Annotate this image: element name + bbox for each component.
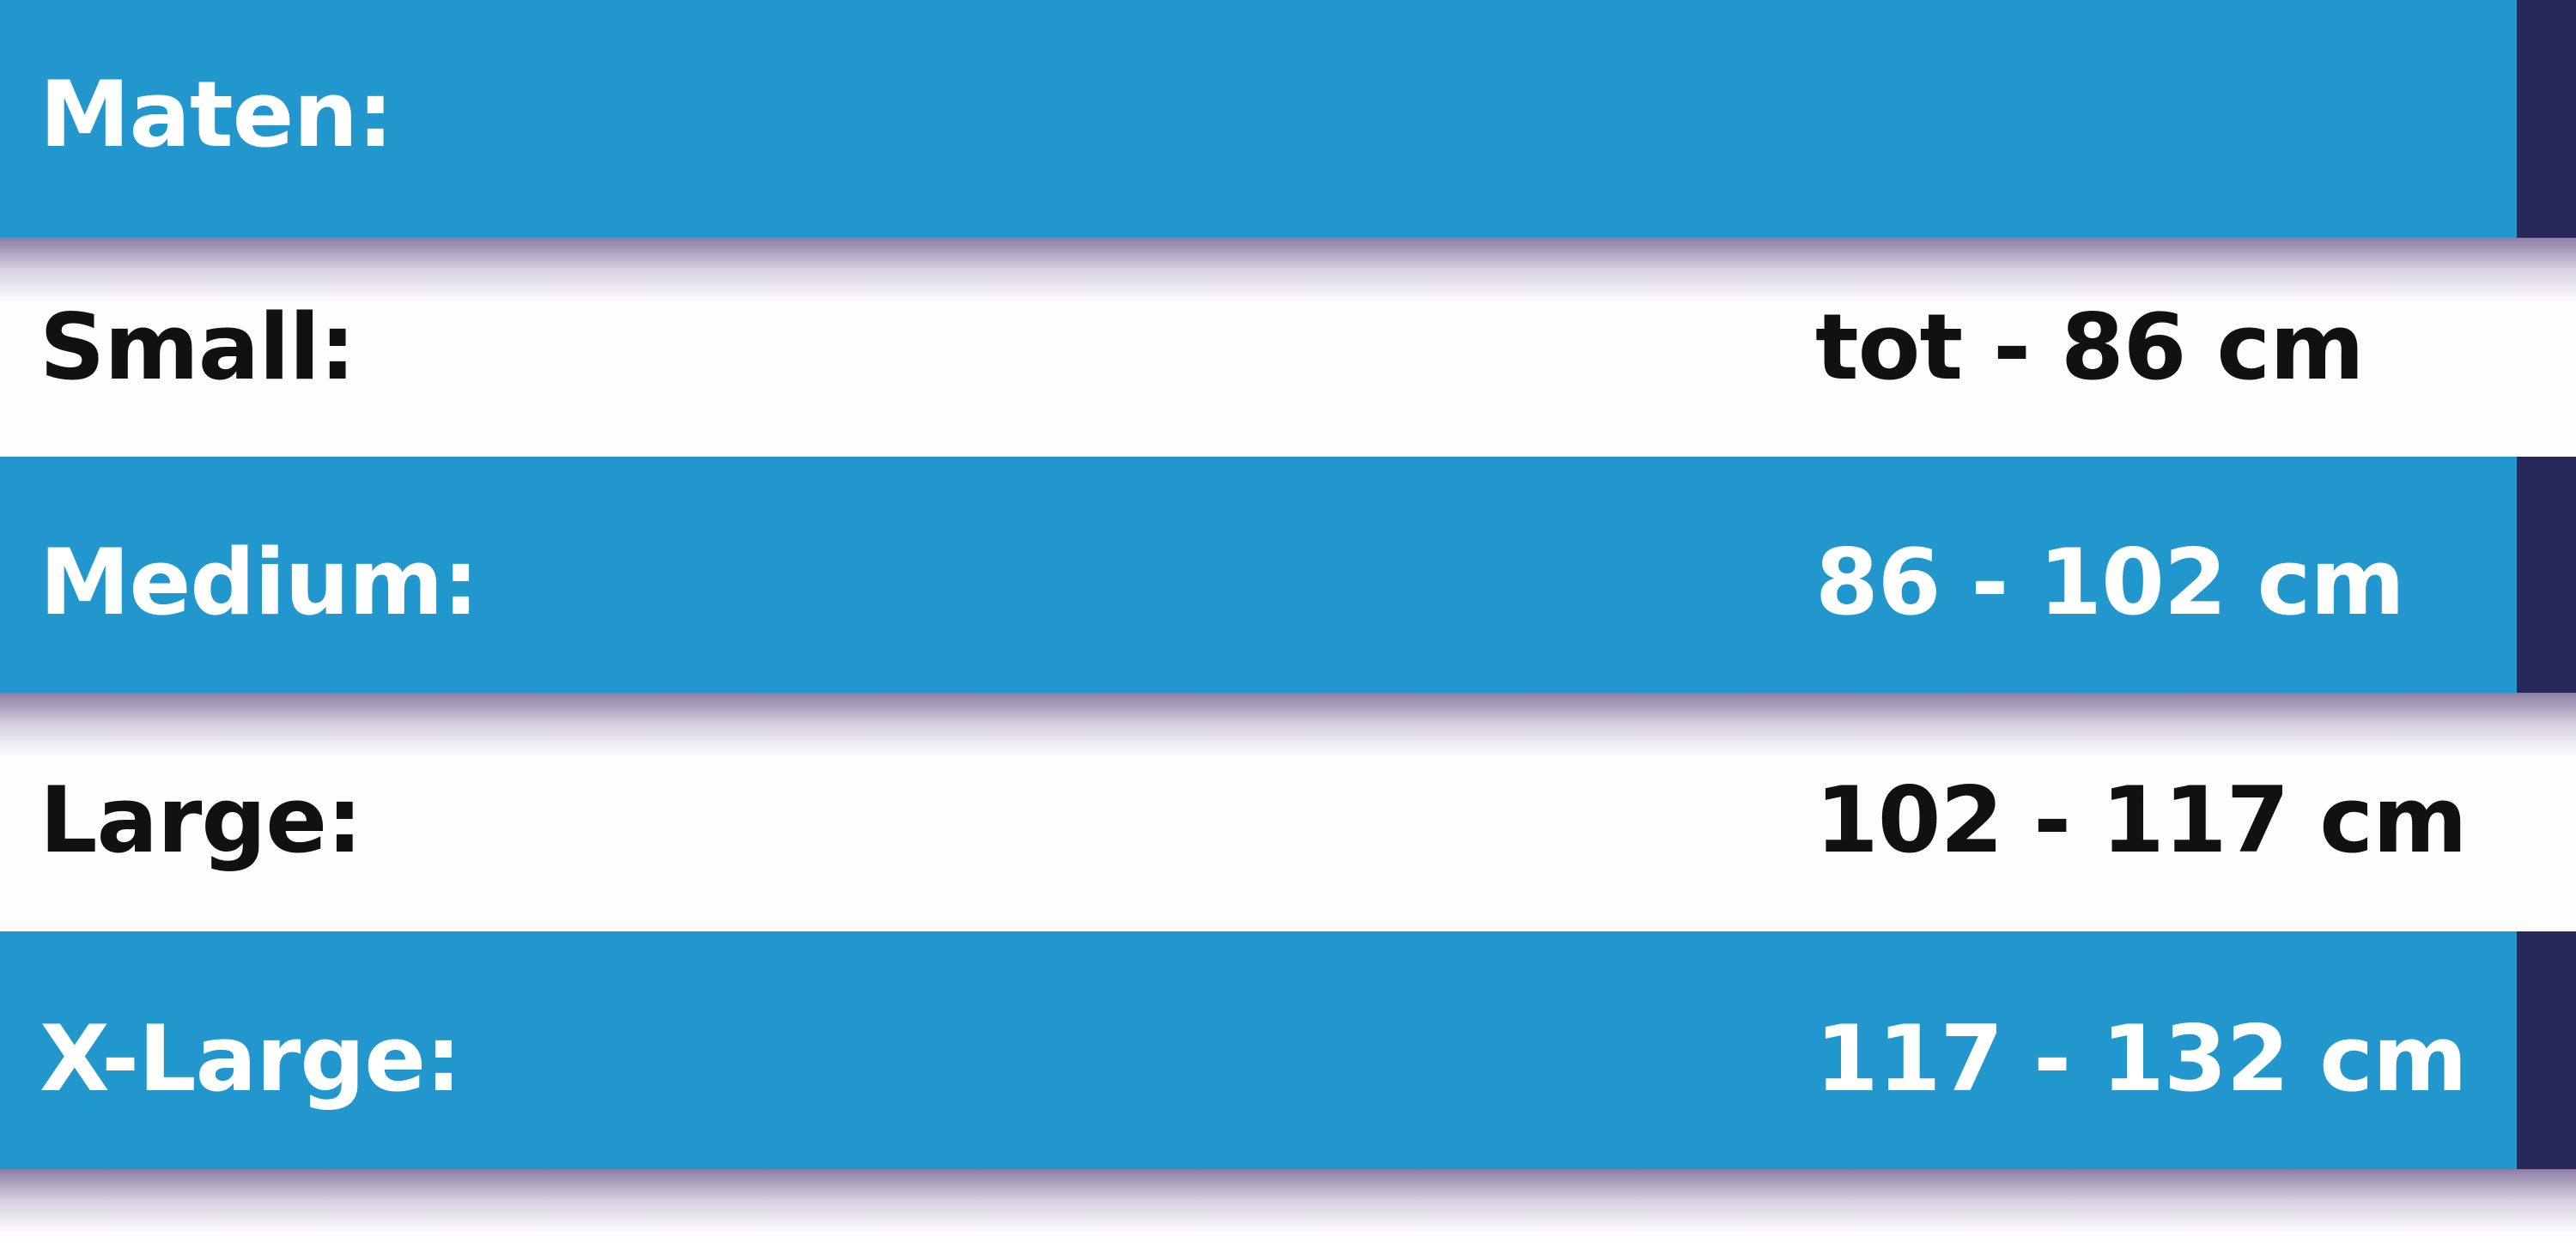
size-value: tot - 86 cm	[1815, 294, 2365, 400]
size-value: 102 - 117 cm	[1815, 767, 2468, 873]
divider-shadow	[0, 1169, 2576, 1234]
size-row-large: Large: 102 - 117 cm	[0, 757, 2576, 931]
divider-shadow	[0, 693, 2576, 757]
size-row-small: Small: tot - 86 cm	[0, 302, 2576, 457]
size-value: 86 - 102 cm	[1815, 530, 2405, 635]
size-row-medium: Medium: 86 - 102 cm	[0, 457, 2576, 693]
page-title: Maten:	[39, 62, 393, 167]
size-label: X-Large:	[39, 1006, 462, 1112]
divider-shadow	[0, 238, 2576, 302]
size-label: Medium:	[39, 530, 479, 635]
size-value: 117 - 132 cm	[1815, 1006, 2468, 1112]
size-label: Large:	[39, 767, 363, 873]
size-label: Small:	[39, 294, 355, 400]
size-row-x-large: X-Large: 117 - 132 cm	[0, 931, 2576, 1169]
header-band: Maten:	[0, 0, 2576, 238]
